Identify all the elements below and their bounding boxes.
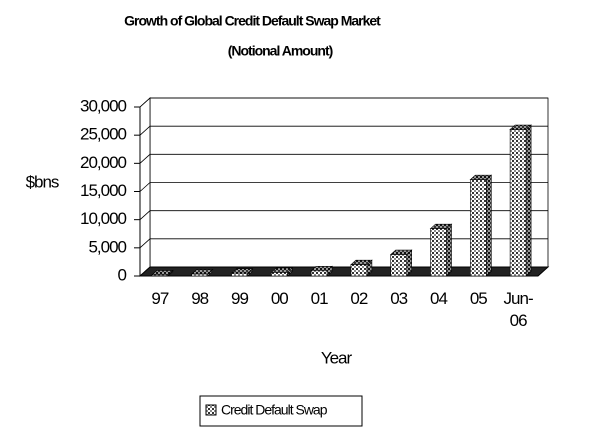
x-tick-label: 00 bbox=[270, 289, 289, 308]
bar bbox=[469, 179, 487, 277]
x-tick-label: 01 bbox=[310, 289, 329, 308]
legend-swatch bbox=[205, 404, 217, 416]
y-axis-label: $bns bbox=[26, 172, 59, 191]
y-tick-label: 30,000 bbox=[80, 96, 127, 115]
bar-side bbox=[446, 223, 452, 277]
bar bbox=[270, 272, 288, 277]
y-tick-label: 20,000 bbox=[80, 153, 127, 172]
bar bbox=[151, 274, 169, 277]
x-tick-label: 97 bbox=[151, 289, 169, 308]
y-tick-label: 0 bbox=[118, 265, 127, 284]
chart-subtitle: (Notional Amount) bbox=[228, 43, 333, 59]
bar-side bbox=[525, 124, 532, 277]
bar bbox=[191, 273, 208, 277]
chart-title: Growth of Global Credit Default Swap Mar… bbox=[124, 13, 381, 29]
x-tick-label: 03 bbox=[390, 289, 408, 308]
x-tick-label: 98 bbox=[191, 289, 209, 308]
grid-line bbox=[139, 238, 548, 249]
legend-box bbox=[199, 395, 363, 427]
y-tick-label: 25,000 bbox=[80, 125, 127, 144]
y-tick-label: 5,000 bbox=[88, 237, 126, 256]
bar bbox=[509, 129, 527, 277]
x-axis-label: Year bbox=[321, 348, 353, 367]
y-tick-label: 10,000 bbox=[80, 209, 127, 228]
x-tick-label: 99 bbox=[231, 289, 249, 308]
bar bbox=[231, 272, 248, 277]
grid-line bbox=[139, 97, 548, 108]
bar bbox=[430, 228, 447, 277]
legend-label: Credit Default Swap bbox=[221, 402, 328, 418]
grid-line bbox=[139, 153, 548, 164]
bar-side bbox=[485, 174, 492, 277]
bar bbox=[390, 254, 408, 277]
grid-line bbox=[139, 210, 548, 220]
y-tick-label: 15,000 bbox=[80, 181, 127, 200]
bar bbox=[310, 270, 328, 277]
x-tick-label: 02 bbox=[350, 289, 368, 308]
x-tick-label: 04 bbox=[430, 289, 448, 308]
x-tick-label: Jun-06 bbox=[503, 289, 534, 330]
grid-line bbox=[139, 182, 548, 192]
grid-line bbox=[139, 125, 548, 136]
bar bbox=[350, 264, 368, 277]
x-tick-label: 05 bbox=[469, 289, 488, 308]
